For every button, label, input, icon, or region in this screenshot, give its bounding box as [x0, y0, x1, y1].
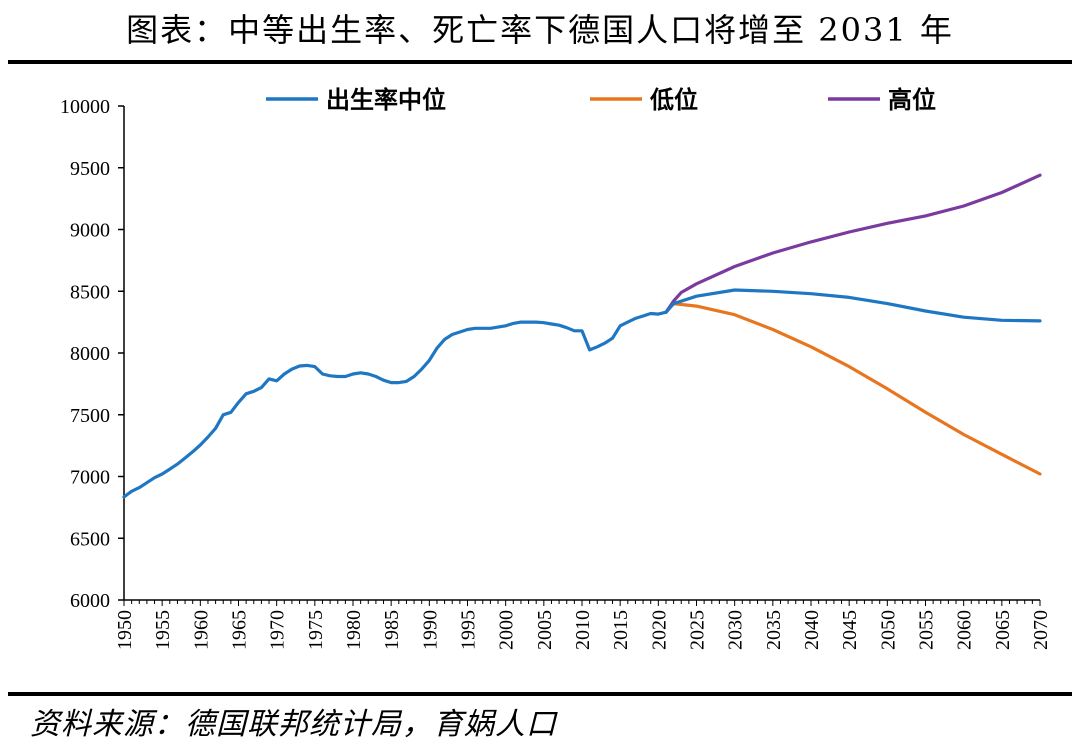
x-tick-label: 2050 [877, 610, 899, 650]
x-tick-label: 2000 [496, 610, 518, 650]
legend-label: 低位 [649, 86, 698, 114]
source-note: 资料来源：德国联邦统计局，育娲人口 [30, 707, 557, 742]
series-line-2 [664, 173, 1042, 314]
top-rule [8, 60, 1072, 64]
x-tick-label: 2055 [916, 610, 938, 650]
chart-title: 图表：中等出生率、死亡率下德国人口将增至 2031 年 [126, 11, 954, 49]
x-tick-label: 1970 [267, 610, 289, 650]
y-tick-label: 10000 [60, 96, 110, 118]
y-tick-label: 7000 [70, 467, 110, 489]
x-tick-label: 2020 [648, 610, 670, 650]
x-tick-label: 1975 [305, 610, 327, 650]
line-chart: 6000 6500 7000 7500 8000 8500 9000 9500 10000 195… [60, 86, 1052, 650]
x-tick-label: 1950 [114, 610, 136, 650]
x-tick-label: 2060 [954, 610, 976, 650]
legend-label: 出生率中位 [326, 86, 446, 114]
x-tick-label: 2030 [725, 610, 747, 650]
x-tick-label: 1965 [229, 610, 251, 650]
y-tick-label: 6500 [70, 528, 110, 550]
x-tick-label: 1960 [190, 610, 212, 650]
x-tick-label: 2025 [687, 610, 709, 650]
x-tick-label: 1990 [419, 610, 441, 650]
y-tick-label: 6000 [70, 590, 110, 612]
series-line-1 [664, 302, 1042, 476]
y-tick-label: 7500 [70, 405, 110, 427]
x-tick-label: 2065 [992, 610, 1014, 650]
legend-label: 高位 [888, 86, 936, 114]
series-lines [122, 173, 1042, 499]
axes: 6000 6500 7000 7500 8000 8500 9000 9500 10000 195… [60, 96, 1052, 650]
x-tick-label: 2040 [801, 610, 823, 650]
x-tick-label: 2035 [763, 610, 785, 650]
x-tick-label: 2005 [534, 610, 556, 650]
x-tick-label: 2010 [572, 610, 594, 650]
y-tick-label: 8000 [70, 343, 110, 365]
x-tick-label: 2015 [610, 610, 632, 650]
series-line-0 [122, 288, 1042, 499]
x-tick-label: 1985 [381, 610, 403, 650]
x-tick-label: 2070 [1030, 610, 1052, 650]
legend: 出生率中位 低位 高位 [266, 86, 936, 114]
x-tick-label: 1980 [343, 610, 365, 650]
y-tick-label: 9500 [70, 158, 110, 180]
y-tick-label: 8500 [70, 281, 110, 303]
bottom-rule [8, 692, 1072, 696]
x-tick-label: 2045 [839, 610, 861, 650]
x-tick-label: 1955 [152, 610, 174, 650]
x-tick-label: 1995 [458, 610, 480, 650]
y-tick-label: 9000 [70, 220, 110, 242]
